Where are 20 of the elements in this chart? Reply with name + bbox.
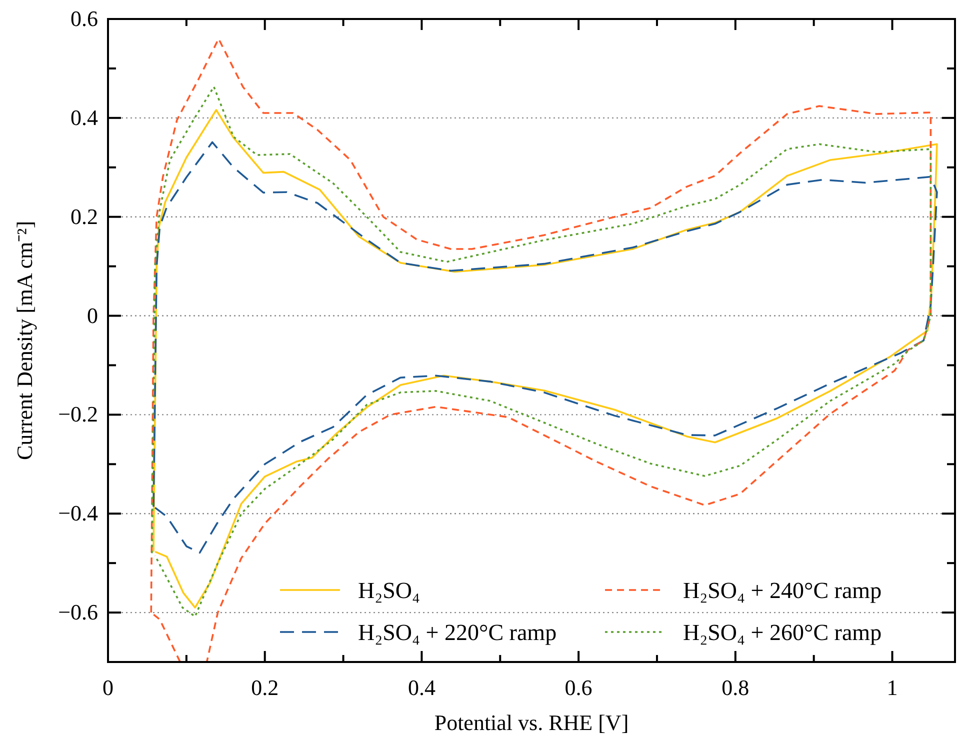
y-tick-label: −0.6 xyxy=(58,600,98,625)
x-axis-title: Potential vs. RHE [V] xyxy=(434,710,629,735)
y-tick-label: 0 xyxy=(87,302,98,328)
x-tick-label: 0.2 xyxy=(251,675,279,700)
x-tick-label: 0.6 xyxy=(564,675,592,700)
legend-label: H₂SO₄ + 260°C ramp xyxy=(683,620,882,645)
y-tick-label: −0.4 xyxy=(58,500,98,526)
legend-label: H₂SO₄ xyxy=(358,578,420,603)
legend-label: H₂SO₄ + 220°C ramp xyxy=(358,620,557,645)
x-tick-label: 0.4 xyxy=(408,675,436,700)
y-tick-label: −0.2 xyxy=(58,402,98,427)
line-series xyxy=(152,141,938,554)
x-tick-label: 0.8 xyxy=(722,675,750,700)
y-tick-label: 0.2 xyxy=(70,204,98,229)
x-tick-label: 1 xyxy=(886,675,898,700)
x-tick-label: 0 xyxy=(102,675,114,700)
y-tick-label: 0.4 xyxy=(70,104,98,130)
y-axis-title: Current Density [mA cm⁻²] xyxy=(12,220,37,460)
y-tick-label: 0.6 xyxy=(70,6,98,31)
legend-label: H₂SO₄ + 240°C ramp xyxy=(683,578,882,603)
